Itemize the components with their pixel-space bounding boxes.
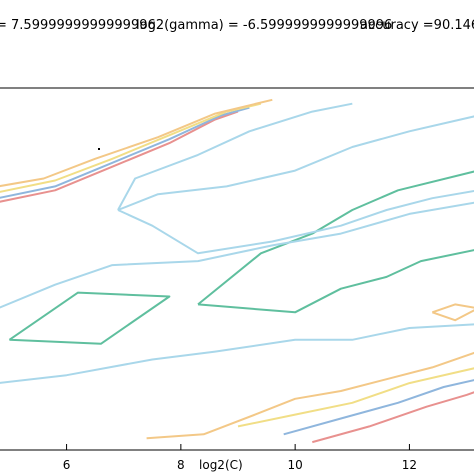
x-axis-label: log2(C) xyxy=(199,458,243,472)
contour-line-5-1 xyxy=(117,189,474,255)
x-tick-label: 6 xyxy=(63,458,71,472)
readout-line: = 7.5999999999999996 log2(gamma) = -6.59… xyxy=(0,18,474,38)
x-tick-label: 12 xyxy=(402,458,417,472)
contour-line-2-1 xyxy=(237,367,474,428)
contour-line-1-0 xyxy=(0,106,250,199)
contour-line-5-2 xyxy=(0,201,474,309)
contour-line-5-0 xyxy=(117,115,474,211)
contour-line-4-0 xyxy=(8,291,171,345)
contour-line-4-1 xyxy=(197,170,474,306)
stray-dot-marker xyxy=(98,148,100,150)
contour-line-1-1 xyxy=(283,379,474,436)
contour-line-0-0 xyxy=(0,110,239,203)
contour-line-3-2 xyxy=(431,303,474,322)
x-axis: 6 8 10 12 log2(C) xyxy=(63,444,417,472)
contour-line-5-4 xyxy=(117,102,353,211)
contour-line-4-2 xyxy=(197,249,474,314)
plot-frame xyxy=(0,87,474,451)
contour-line-5-3 xyxy=(0,323,474,384)
contour-line-3-1 xyxy=(146,351,474,440)
contour-line-3-0 xyxy=(0,98,273,188)
contour-line-0-1 xyxy=(312,391,474,444)
x-tick-label: 10 xyxy=(288,458,303,472)
accuracy-readout: accuracy =90.146 xyxy=(360,18,474,33)
log2c-readout: = 7.5999999999999996 xyxy=(0,18,156,33)
contour-layer xyxy=(0,98,474,444)
x-tick-label: 8 xyxy=(177,458,185,472)
log2gamma-readout: log2(gamma) = -6.5999999999999996 xyxy=(136,18,393,33)
